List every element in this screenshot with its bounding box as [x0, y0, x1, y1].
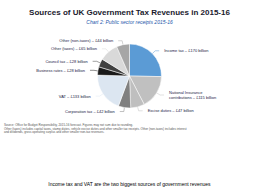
svg-text:Sources of UK Government Tax R: Sources of UK Government Tax Revenues in… [29, 8, 230, 17]
svg-text:Excise duties – £47 billion: Excise duties – £47 billion [148, 108, 194, 113]
svg-text:Corporation tax – £42 billion: Corporation tax – £42 billion [65, 109, 115, 114]
svg-text:Other (taxes) includes capital: Other (taxes) includes capital taxes, st… [4, 126, 187, 131]
svg-text:Income tax – £170 billion: Income tax – £170 billion [164, 48, 208, 53]
svg-text:contributions – £115 billion: contributions – £115 billion [169, 95, 216, 100]
svg-text:National Insurance: National Insurance [169, 90, 203, 95]
svg-text:Business rates – £28 billion: Business rates – £28 billion [36, 68, 85, 73]
svg-text:Income tax and VAT are the two: Income tax and VAT are the two biggest s… [48, 181, 211, 187]
svg-text:Chart 2: Public sector receipt: Chart 2: Public sector receipts 2015-16 [86, 19, 173, 25]
svg-text:VAT – £133 billion: VAT – £133 billion [59, 94, 91, 99]
svg-text:and dividends, gross operating: and dividends, gross operating surplus a… [4, 130, 104, 134]
svg-text:Other (non-taxes) – £44 billio: Other (non-taxes) – £44 billion [59, 38, 113, 43]
svg-text:Other (taxes) – £65 billion: Other (taxes) – £65 billion [51, 46, 97, 51]
svg-text:Source: Office for Budget Resp: Source: Office for Budget Responsibility… [4, 123, 134, 127]
svg-text:Council tax – £28 billion: Council tax – £28 billion [45, 59, 87, 64]
